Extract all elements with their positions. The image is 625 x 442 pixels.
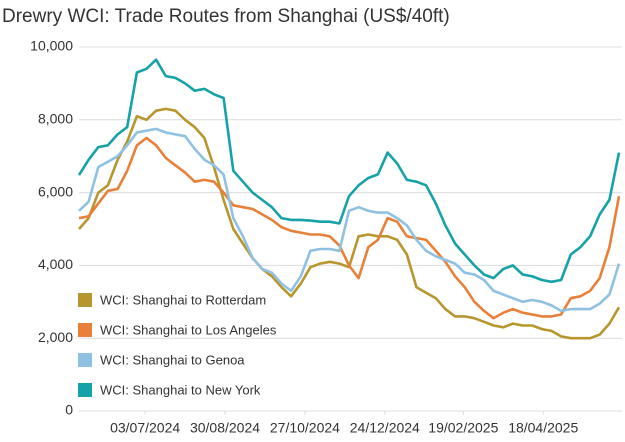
chart-title: Drewry WCI: Trade Routes from Shanghai (…	[2, 6, 450, 27]
x-tick-label: 30/08/2024	[190, 420, 260, 436]
y-tick-label: 10,000	[30, 38, 73, 54]
legend-swatch	[78, 323, 92, 337]
y-tick-label: 6,000	[38, 183, 73, 199]
series-line	[78, 127, 621, 313]
y-tick-label: 2,000	[38, 329, 73, 345]
legend-label: WCI: Shanghai to Los Angeles	[100, 322, 277, 337]
x-tick-label: 27/10/2024	[270, 420, 340, 436]
series-line	[77, 58, 621, 284]
y-tick-label: 0	[65, 402, 73, 418]
legend-label: WCI: Shanghai to Rotterdam	[100, 292, 266, 307]
legend-label: WCI: Shanghai to New York	[100, 382, 261, 397]
x-tick-label: 18/04/2025	[508, 420, 578, 436]
x-tick-label: 24/12/2024	[350, 420, 420, 436]
y-tick-label: 4,000	[38, 256, 73, 272]
legend-swatch	[78, 383, 92, 397]
y-tick-label: 8,000	[38, 111, 73, 127]
legend-label: WCI: Shanghai to Genoa	[100, 352, 245, 367]
x-tick-label: 19/02/2025	[428, 420, 498, 436]
legend-swatch	[78, 293, 92, 307]
legend-swatch	[78, 353, 92, 367]
x-tick-label: 03/07/2024	[110, 420, 180, 436]
series-line	[78, 136, 621, 320]
